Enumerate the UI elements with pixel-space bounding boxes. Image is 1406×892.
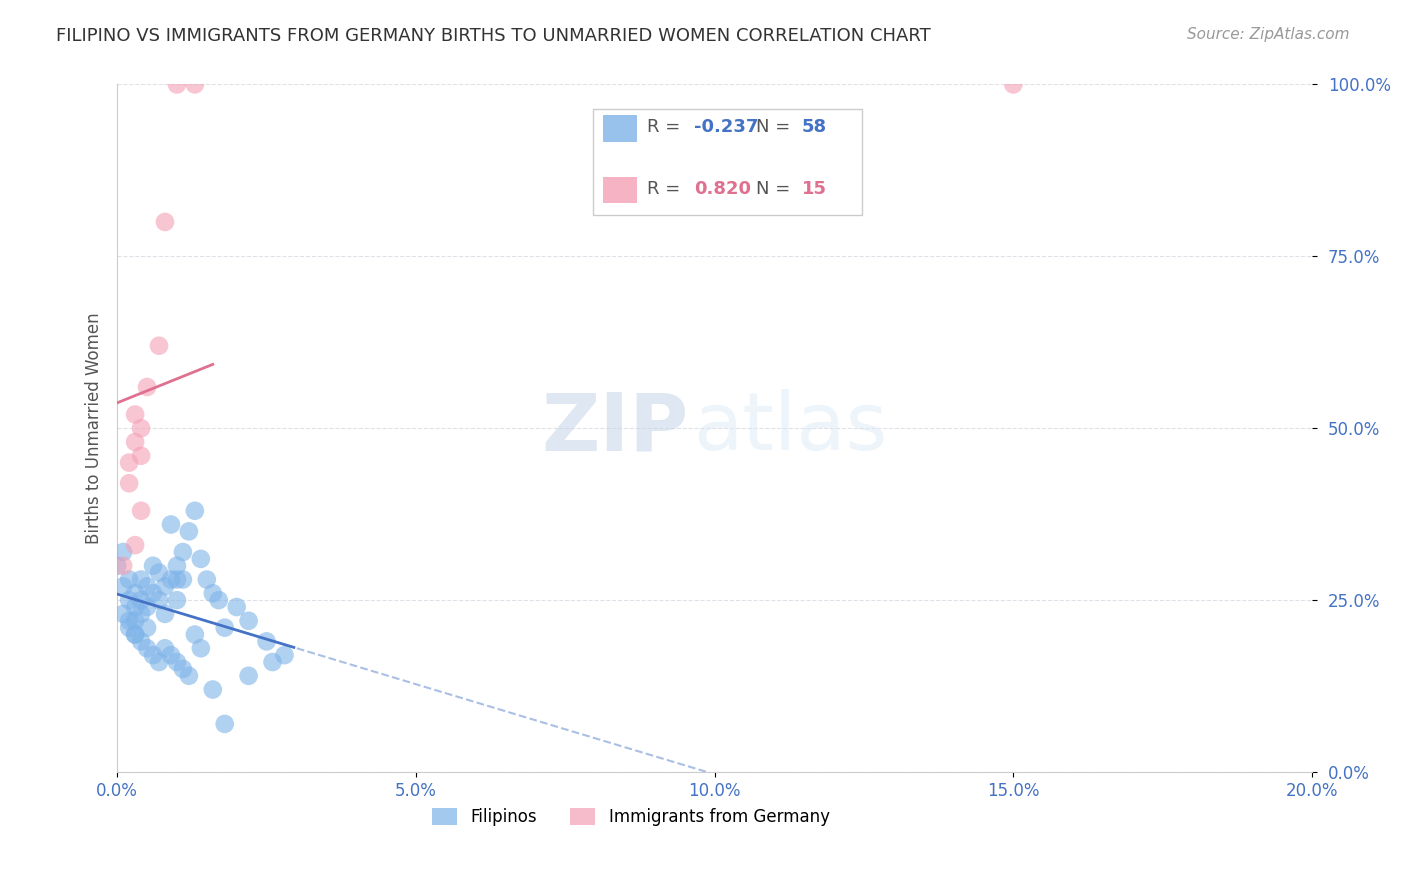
Point — [214, 717, 236, 731]
FancyBboxPatch shape — [603, 115, 637, 142]
Point — [129, 449, 152, 463]
Point — [148, 339, 170, 353]
Point — [112, 579, 135, 593]
Text: ZIP: ZIP — [541, 389, 689, 467]
Point — [166, 78, 188, 92]
Text: Source: ZipAtlas.com: Source: ZipAtlas.com — [1187, 27, 1350, 42]
Point — [124, 614, 146, 628]
Point — [190, 552, 212, 566]
Y-axis label: Births to Unmarried Women: Births to Unmarried Women — [86, 312, 103, 544]
Point — [118, 456, 141, 470]
Legend: Filipinos, Immigrants from Germany: Filipinos, Immigrants from Germany — [426, 801, 837, 832]
Point — [160, 573, 183, 587]
Text: atlas: atlas — [693, 389, 887, 467]
Point — [136, 641, 159, 656]
Point — [112, 558, 135, 573]
Text: N =: N = — [756, 118, 796, 136]
Point — [118, 573, 141, 587]
Point — [129, 504, 152, 518]
Point — [225, 600, 247, 615]
Point — [124, 538, 146, 552]
Point — [136, 380, 159, 394]
Point — [124, 408, 146, 422]
Point — [118, 614, 141, 628]
Point — [184, 627, 207, 641]
Point — [105, 558, 128, 573]
Point — [124, 435, 146, 450]
Point — [136, 600, 159, 615]
Point — [153, 579, 176, 593]
Point — [166, 558, 188, 573]
Point — [129, 593, 152, 607]
Point — [256, 634, 278, 648]
Point — [172, 662, 194, 676]
Point — [118, 476, 141, 491]
Point — [153, 215, 176, 229]
Point — [118, 621, 141, 635]
Point — [136, 621, 159, 635]
Point — [118, 593, 141, 607]
Point — [190, 641, 212, 656]
Text: -0.237: -0.237 — [695, 118, 759, 136]
Point — [208, 593, 231, 607]
Point — [273, 648, 295, 662]
Point — [262, 655, 284, 669]
Point — [172, 573, 194, 587]
Point — [129, 421, 152, 435]
Point — [177, 524, 200, 539]
Point — [148, 655, 170, 669]
Point — [201, 586, 224, 600]
Point — [201, 682, 224, 697]
Point — [214, 621, 236, 635]
Point — [142, 558, 165, 573]
Point — [153, 607, 176, 621]
Text: R =: R = — [647, 118, 686, 136]
Text: N =: N = — [756, 180, 796, 198]
Point — [177, 669, 200, 683]
Text: R =: R = — [647, 180, 686, 198]
Point — [124, 627, 146, 641]
FancyBboxPatch shape — [603, 178, 637, 203]
Point — [142, 586, 165, 600]
Text: 15: 15 — [801, 180, 827, 198]
Point — [160, 648, 183, 662]
Text: FILIPINO VS IMMIGRANTS FROM GERMANY BIRTHS TO UNMARRIED WOMEN CORRELATION CHART: FILIPINO VS IMMIGRANTS FROM GERMANY BIRT… — [56, 27, 931, 45]
Point — [124, 600, 146, 615]
Text: 58: 58 — [801, 118, 827, 136]
Point — [112, 607, 135, 621]
FancyBboxPatch shape — [593, 109, 862, 215]
Point — [160, 517, 183, 532]
Point — [148, 566, 170, 580]
Point — [136, 579, 159, 593]
Point — [166, 593, 188, 607]
Point — [184, 78, 207, 92]
Point — [153, 641, 176, 656]
Point — [142, 648, 165, 662]
Point — [1002, 78, 1025, 92]
Point — [166, 573, 188, 587]
Point — [172, 545, 194, 559]
Point — [129, 573, 152, 587]
Point — [148, 593, 170, 607]
Point — [112, 545, 135, 559]
Point — [129, 634, 152, 648]
Point — [238, 669, 260, 683]
Point — [238, 614, 260, 628]
Text: 0.820: 0.820 — [695, 180, 751, 198]
Point — [124, 586, 146, 600]
Point — [195, 573, 218, 587]
Point — [166, 655, 188, 669]
Point — [184, 504, 207, 518]
Point — [129, 607, 152, 621]
Point — [124, 627, 146, 641]
